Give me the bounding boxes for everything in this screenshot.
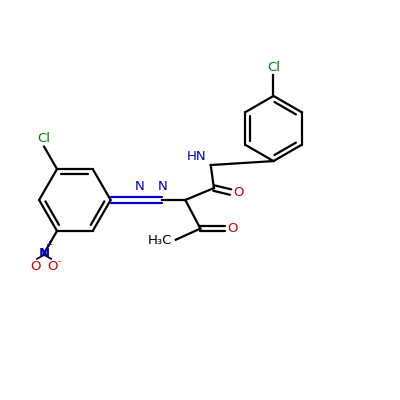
Text: ⁻: ⁻ (56, 259, 61, 269)
Text: N: N (157, 180, 167, 193)
Text: Cl: Cl (38, 132, 50, 145)
Text: O: O (48, 260, 58, 274)
Text: O: O (30, 260, 41, 274)
Text: O: O (228, 222, 238, 235)
Text: HN: HN (186, 150, 206, 164)
Text: +: + (45, 240, 52, 249)
Text: N: N (134, 180, 144, 193)
Text: H₃C: H₃C (148, 234, 172, 247)
Text: N: N (38, 247, 50, 260)
Text: O: O (233, 186, 244, 199)
Text: Cl: Cl (267, 61, 280, 74)
